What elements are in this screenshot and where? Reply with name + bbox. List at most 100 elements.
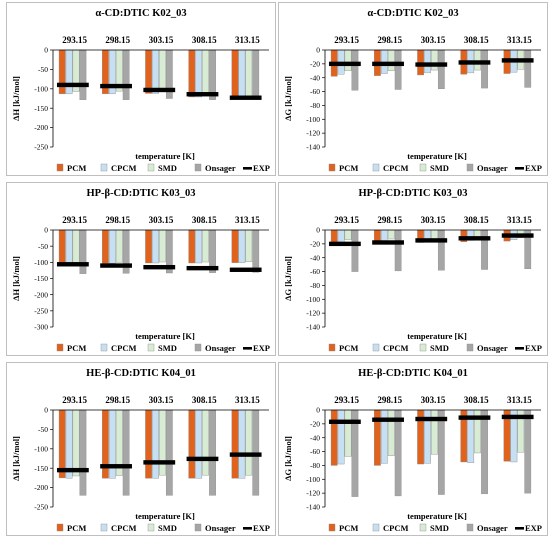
bar-pcm [58,409,66,479]
legend-swatch-smd [419,163,427,172]
bar-onsager [437,229,445,271]
bar-onsager [481,409,488,495]
chart-title: HP-β-CD:DTIC K03_03 [358,188,467,199]
bar-onsager [79,229,87,274]
chart-svg: HE-β-CD:DTIC K04_01 0 -50 -100 -150 -200 -250 Δ… [11,368,270,533]
y-tick-label: -100 [34,444,48,453]
category-label: 308.15 [464,215,489,225]
category-label: 308.15 [464,395,489,405]
legend-swatch-pcm [328,343,336,352]
legend-label-exp: EXP [253,523,270,533]
bar-smd [344,229,352,240]
legend-swatch-exp [515,347,524,350]
bar-cpcm [238,409,246,479]
bar-onsager [252,49,260,100]
bar-onsager [165,409,173,496]
y-tick-label: -120 [306,309,320,318]
exp-marker [328,419,361,424]
legend-swatch-smd [419,523,427,532]
y-tick-label: -40 [310,73,320,82]
exp-marker [56,262,89,267]
bar-cpcm [380,229,388,242]
bar-smd [245,409,253,476]
y-tick-label: -150 [34,274,48,283]
y-tick-label: -80 [310,461,320,470]
bar-onsager [79,49,87,100]
legend-swatch-onsager [194,523,202,532]
chart-title: α-CD:DTIC K02_03 [367,8,458,19]
bar-onsager [481,49,488,89]
bar-smd [159,229,166,263]
y-tick-label: -100 [306,115,320,124]
legend-swatch-onsager [466,343,474,352]
y-tick-label: -50 [38,242,48,251]
chart-title: α-CD:DTIC K02_03 [95,8,186,19]
exp-marker [186,92,219,97]
bar-pcm [102,229,109,264]
legend-label-smd: SMD [430,523,449,533]
y-tick-label: 0 [44,226,48,235]
legend-label-cpcm: CPCM [111,523,137,533]
chart-panel-5: HE-β-CD:DTIC K04_01 0 -50 -100 -150 -200 -250 Δ… [6,362,276,536]
chart-svg: HP-β-CD:DTIC K03_03 0 -20 -40 -60 -80 -100 -120… [283,188,542,353]
legend-swatch-exp [515,167,524,170]
y-tick-label: -60 [310,87,320,96]
exp-marker [415,62,448,67]
bar-pcm [188,229,196,264]
bar-smd [115,229,123,263]
category-label: 303.15 [421,395,446,405]
y-tick-label: -140 [306,503,320,512]
bar-onsager [122,409,130,496]
y-tick-label: -100 [34,258,48,267]
y-tick-label: -20 [310,239,320,248]
y-tick-label: -250 [34,143,48,152]
exp-marker [458,415,491,420]
legend-swatch-smd [147,163,155,172]
y-tick-label: 0 [316,406,320,415]
bar-cpcm [108,229,116,264]
y-tick-label: -200 [34,123,48,132]
legend-label-exp: EXP [525,163,542,173]
bar-pcm [231,409,239,479]
y-tick-label: -250 [34,503,48,512]
y-tick-label: -100 [306,475,320,484]
legend-swatch-smd [419,343,427,352]
bar-onsager [252,229,260,273]
y-tick-label: -150 [34,464,48,473]
bar-cpcm [238,229,246,263]
bar-smd [387,229,395,240]
chart-svg: HP-β-CD:DTIC K03_03 0 -50 -100 -150 -200 -250 -… [11,188,270,353]
legend-swatch-smd [147,523,155,532]
bar-smd [202,409,209,476]
x-axis-label: temperature [K] [407,151,467,161]
legend-label-exp: EXP [253,163,270,173]
bar-smd [245,229,253,262]
y-tick-label: -40 [310,433,320,442]
legend-label-onsager: Onsager [477,523,508,533]
bar-smd [387,49,395,71]
exp-marker [501,414,534,420]
y-tick-label: -150 [34,104,48,113]
exp-marker [56,82,89,88]
chart-panel-2: α-CD:DTIC K02_03 0 -20 -40 -60 -80 -100 -120 -14… [278,2,548,176]
legend-swatch-onsager [466,163,474,172]
legend-swatch-cpcm [372,343,380,352]
bar-onsager [437,49,445,89]
category-label: 303.15 [149,395,174,405]
category-label: 303.15 [421,35,446,45]
legend-label-cpcm: CPCM [383,343,409,353]
legend-label-pcm: PCM [339,163,358,173]
y-tick-label: -50 [38,425,48,434]
category-label: 313.15 [507,395,532,405]
y-tick-label: -120 [306,129,320,138]
y-tick-label: -50 [38,65,48,74]
exp-marker [501,233,534,238]
chart-svg: α-CD:DTIC K02_03 0 -20 -40 -60 -80 -100 -120 -14… [283,8,542,173]
legend-label-smd: SMD [158,163,177,173]
exp-marker [458,60,491,65]
legend-label-cpcm: CPCM [383,523,409,533]
legend-label-smd: SMD [158,343,177,353]
legend-label-smd: SMD [430,163,449,173]
exp-marker [100,263,132,268]
y-tick-label: 0 [316,46,320,55]
